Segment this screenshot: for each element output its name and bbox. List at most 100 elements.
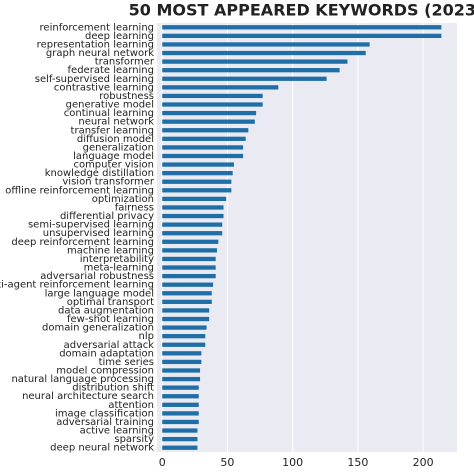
y-tick-label: time series: [99, 357, 154, 368]
bar: [162, 325, 207, 330]
y-tick-label: reinforcement learning: [40, 22, 154, 33]
y-tick-label: vision transformer: [62, 177, 154, 188]
y-tick-label: graph neural network: [46, 48, 154, 59]
x-tick-label: 50: [220, 456, 234, 469]
bar: [162, 59, 348, 64]
y-tick-label: interpretability: [80, 254, 154, 265]
y-tick-label: natural language processing: [11, 374, 154, 385]
x-tick-label: 0: [159, 456, 166, 469]
bar: [162, 411, 199, 416]
bar: [162, 110, 257, 116]
bar: [162, 334, 206, 339]
x-tick-label: 150: [347, 456, 368, 469]
y-tick-label: few-shot learning: [67, 314, 154, 325]
y-tick-label: differential privacy: [60, 211, 154, 222]
x-tick-label: 100: [282, 456, 303, 469]
y-tick-label: sparsity: [114, 434, 154, 445]
y-tick-label: transformer: [95, 57, 155, 68]
bar: [162, 291, 212, 296]
y-tick-label: unsupervised learning: [43, 228, 154, 239]
bar: [162, 76, 327, 81]
bar: [162, 342, 206, 347]
y-tick-label: optimal transport: [67, 297, 154, 308]
bar: [162, 102, 263, 107]
bar: [162, 436, 198, 442]
y-tick-label: contrastive learning: [54, 82, 154, 93]
bar: [162, 376, 201, 382]
y-tick-label: diffusion model: [77, 134, 154, 145]
bar: [162, 128, 249, 133]
y-tick-label: fairness: [115, 202, 154, 213]
y-tick-label: large language model: [45, 288, 154, 299]
bar: [162, 359, 202, 365]
bar: [162, 222, 223, 227]
bar: [162, 213, 224, 219]
bar: [162, 179, 232, 184]
y-tick-label: domain adaptation: [59, 348, 154, 359]
y-tick-label: adversarial training: [56, 417, 154, 428]
y-tick-label: distribution shift: [72, 383, 154, 394]
y-tick-label: multi-agent reinforcement learning: [0, 280, 154, 291]
y-tick-label: domain generalization: [42, 323, 154, 334]
bar: [162, 248, 217, 253]
bar: [162, 119, 255, 124]
bar: [162, 33, 442, 39]
bar: [162, 419, 199, 425]
y-tick-label: robustness: [99, 91, 154, 102]
bar: [162, 68, 340, 73]
y-tick-label: offline reinforcement learning: [5, 185, 154, 196]
y-tick-label: semi-supervised learning: [28, 220, 154, 231]
y-tick-label: adversarial robustness: [40, 271, 154, 282]
bar: [162, 231, 223, 236]
bar: [162, 136, 246, 141]
y-tick-label: continual learning: [64, 108, 154, 119]
y-tick-label: optimization: [92, 194, 154, 205]
bar: [162, 171, 233, 176]
y-tick-label: adversarial attack: [64, 340, 155, 351]
bar: [162, 316, 210, 322]
bar: [162, 368, 201, 373]
y-tick-label: data augmentation: [58, 305, 154, 316]
bar: [162, 282, 214, 287]
bar: [162, 256, 216, 262]
bar: [162, 50, 366, 56]
y-tick-label: deep learning: [85, 31, 154, 42]
bar: [162, 93, 263, 99]
y-tick-label: model compression: [56, 365, 154, 376]
bar: [162, 351, 202, 356]
bar: [162, 145, 244, 150]
bar: [162, 188, 232, 193]
bar: [162, 162, 234, 167]
y-tick-label: language model: [73, 151, 154, 162]
bar: [162, 428, 198, 433]
y-tick-label: deep neural network: [50, 443, 154, 454]
bar: [162, 42, 370, 47]
y-tick-label: deep reinforcement learning: [11, 237, 154, 248]
y-tick-label: meta-learning: [84, 263, 154, 274]
chart-title: 50 MOST APPEARED KEYWORDS (2023): [129, 1, 474, 20]
bar: [162, 394, 199, 399]
y-tick-label: active learning: [80, 426, 154, 437]
bar: [162, 153, 244, 159]
y-tick-label: representation learning: [37, 39, 154, 50]
bar: [162, 239, 219, 244]
bar: [162, 445, 198, 450]
y-tick-label: transfer learning: [71, 125, 154, 136]
bar: [162, 385, 199, 390]
y-tick-label: machine learning: [67, 245, 154, 256]
y-tick-label: knowledge distillation: [45, 168, 154, 179]
y-tick-label: self-supervised learning: [35, 74, 154, 85]
y-tick-label: generative model: [66, 100, 154, 111]
bar: [162, 205, 224, 210]
bar: [162, 402, 199, 407]
bar: [162, 25, 442, 30]
x-tick-label: 200: [413, 456, 434, 469]
y-tick-label: computer vision: [73, 160, 154, 171]
y-tick-label: generalization: [83, 142, 154, 153]
y-tick-label: attention: [108, 400, 154, 411]
bar: [162, 308, 210, 313]
bar: [162, 273, 216, 279]
bar: [162, 196, 227, 202]
bar: [162, 265, 216, 270]
